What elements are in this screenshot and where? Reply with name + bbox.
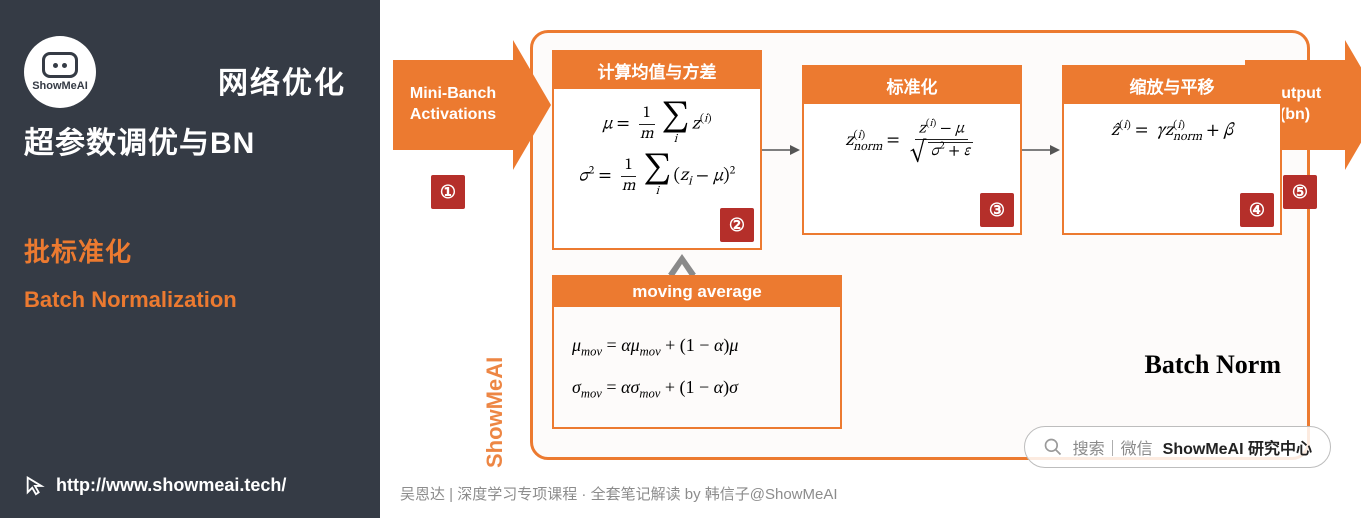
box1-header: 计算均值与方差 [554, 52, 760, 89]
movavg-body: μmov = αμmov + (1 − α)μ σmov = ασmov + (… [554, 307, 840, 427]
box3-header: 缩放与平移 [1064, 67, 1280, 104]
step-num-4: ④ [1240, 193, 1274, 227]
box1-body: μ = 1m∑iz(i) σ2 = 1m∑i(zi − μ)2 [554, 89, 760, 211]
cursor-icon [24, 474, 46, 496]
formula-mu: μ = 1m∑iz(i) [602, 103, 711, 145]
connector-arrow-1 [760, 140, 800, 160]
formula-sigma-mov: σmov = ασmov + (1 − α)σ [572, 369, 822, 407]
step-num-3: ③ [980, 193, 1014, 227]
step-num-5: ⑤ [1283, 175, 1317, 209]
input-arrow-line1: Mini-Banch [410, 84, 496, 105]
batch-norm-label: Batch Norm [1145, 350, 1281, 380]
logo-icon: ShowMeAI [24, 36, 96, 108]
input-arrow-line2: Activations [410, 105, 496, 126]
box-mean-var: 计算均值与方差 μ = 1m∑iz(i) σ2 = 1m∑i(zi − μ)2 … [552, 50, 762, 250]
subtitle-cn: 批标准化 [24, 232, 356, 269]
box-normalize: 标准化 z(i)norm = z(i) − μ √σ2 + ε ③ [802, 65, 1022, 235]
formula-mu-mov: μmov = αμmov + (1 − α)μ [572, 327, 822, 365]
movavg-header: moving average [554, 277, 840, 307]
logo-text: ShowMeAI [32, 80, 88, 92]
connector-arrow-2 [1020, 140, 1060, 160]
search-icon [1043, 437, 1063, 457]
step-num-2: ② [720, 208, 754, 242]
output-arrow-line2: (bn) [1280, 105, 1310, 126]
sidebar: ShowMeAI 网络优化 超参数调优与BN 批标准化 Batch Normal… [0, 0, 380, 518]
step-num-1: ① [431, 175, 465, 209]
subtitle-en: Batch Normalization [24, 287, 356, 313]
footer-text: 吴恩达 | 深度学习专项课程 · 全套笔记解读 by 韩信子@ShowMeAI [400, 483, 838, 504]
formula-boxes: 计算均值与方差 μ = 1m∑iz(i) σ2 = 1m∑i(zi − μ)2 … [552, 50, 1282, 250]
box3-body: ẑ(i) = γz(i)norm + β [1064, 104, 1280, 158]
search-strong: ShowMeAI 研究中心 [1163, 435, 1312, 459]
url-text: http://www.showmeai.tech/ [56, 475, 286, 496]
title-line2: 超参数调优与BN [24, 118, 356, 162]
box-scale-shift: 缩放与平移 ẑ(i) = γz(i)norm + β ④ [1062, 65, 1282, 235]
search-placeholder: 搜索｜微信 [1073, 435, 1153, 459]
formula-sigma2: σ2 = 1m∑i(zi − μ)2 [579, 155, 736, 197]
formula-znorm: z(i)norm = z(i) − μ √σ2 + ε [845, 118, 979, 164]
box2-body: z(i)norm = z(i) − μ √σ2 + ε [804, 104, 1020, 178]
url-row: http://www.showmeai.tech/ [24, 474, 286, 496]
input-arrow: Mini-Banch Activations ① [393, 60, 513, 150]
diagram-canvas: ShowMeAI ShowMeAI Mini-Banch Activations… [380, 0, 1361, 518]
box-moving-average: moving average μmov = αμmov + (1 − α)μ σ… [552, 275, 842, 429]
search-pill[interactable]: 搜索｜微信 ShowMeAI 研究中心 [1024, 426, 1331, 468]
formula-ztilde: ẑ(i) = γz(i)norm + β [1111, 118, 1233, 144]
box2-header: 标准化 [804, 67, 1020, 104]
watermark-left: ShowMeAI [482, 357, 508, 468]
